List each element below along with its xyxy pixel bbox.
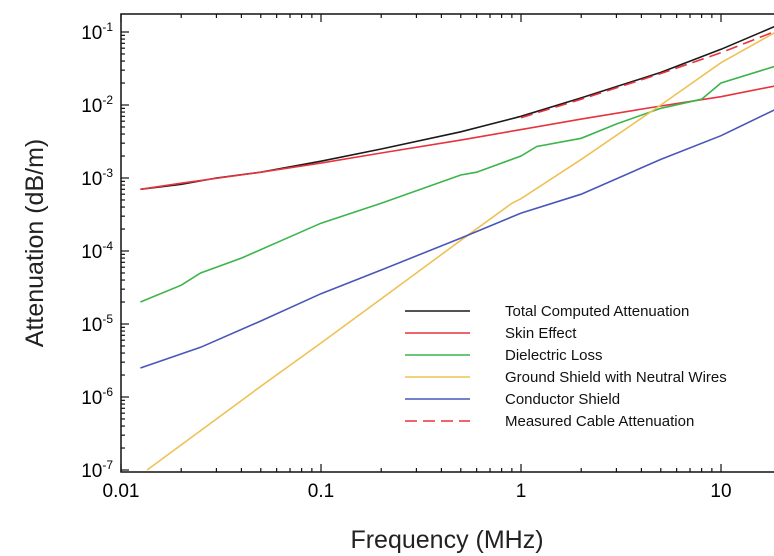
x-tick-label: 0.01 [103,481,140,502]
x-tick-label: 0.1 [308,481,334,502]
y-tick-label: 10-1 [81,20,113,44]
y-tick-label: 10-7 [81,458,113,482]
plot-axes [120,13,774,473]
x-tick-label: 1 [516,481,527,502]
y-tick-label: 10-5 [81,312,113,336]
y-axis-title: Attenuation (dB/m) [21,139,49,347]
series-line-3 [146,32,774,471]
legend-label: Skin Effect [505,325,577,342]
tick-labels: 0.01 0.1 1 10 10-1 10-2 10-3 10-4 10-5 10-6 10-7 [81,20,731,502]
legend-label: Measured Cable Attenuation [505,413,694,430]
x-tick-label: 10 [710,481,731,502]
y-tick-label: 10-6 [81,385,113,409]
y-tick-label: 10-2 [81,93,113,117]
legend-label: Total Computed Attenuation [505,303,689,320]
legend-label: Dielectric Loss [505,347,603,364]
series-line-0 [140,25,774,191]
legend-label: Conductor Shield [505,391,620,408]
legend-label: Ground Shield with Neutral Wires [505,369,727,386]
series-line-5 [520,30,774,119]
series-line-2 [140,65,774,303]
series-layer [140,25,774,471]
series-line-1 [140,85,774,191]
plot-frame [120,13,774,473]
legend: Total Computed Attenuation Skin Effect Die… [405,303,727,430]
y-tick-label: 10-4 [81,239,113,263]
y-tick-label: 10-3 [81,166,113,190]
series-line-4 [140,109,774,369]
x-axis-title: Frequency (MHz) [350,526,543,554]
